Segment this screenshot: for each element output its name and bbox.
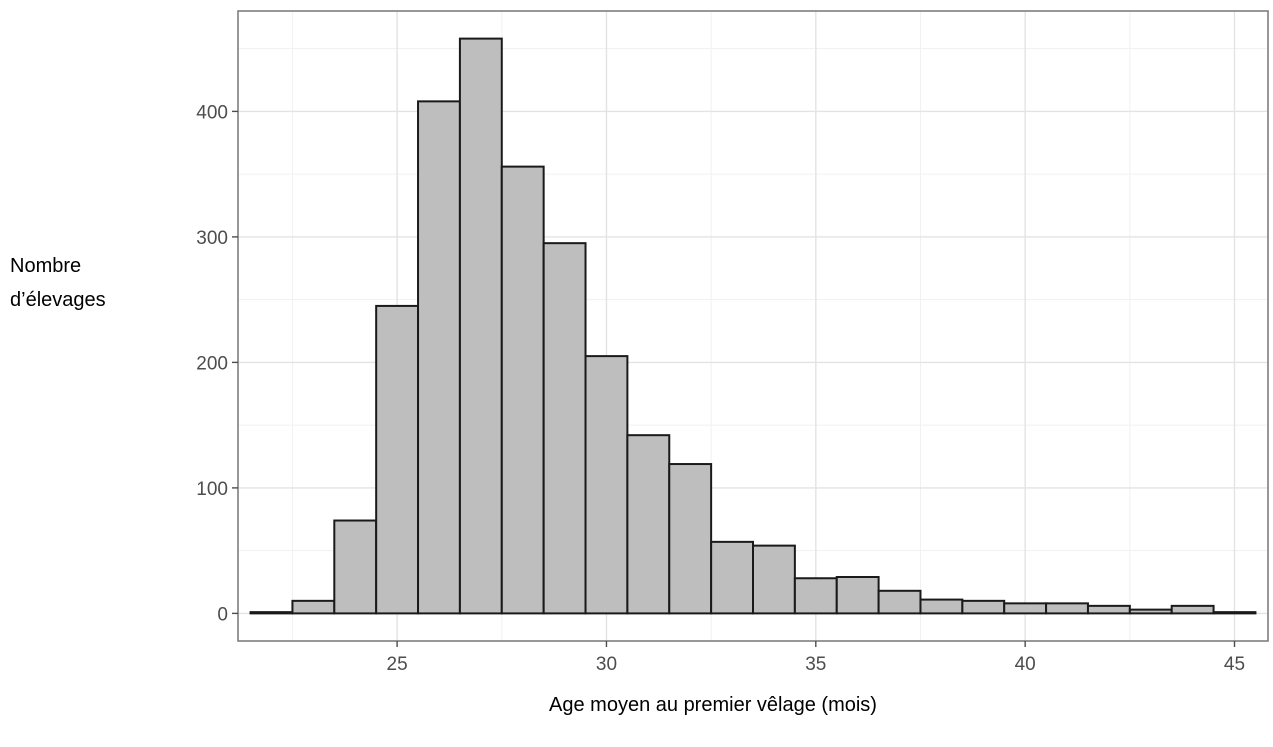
x-axis-title: Age moyen au premier vêlage (mois) (549, 694, 877, 716)
histogram-bar (1170, 604, 1215, 615)
histogram-bar (291, 599, 336, 615)
histogram-bar (919, 598, 964, 615)
histogram-bar (835, 575, 880, 615)
histogram-bar (1128, 608, 1173, 615)
histogram-bar (1212, 611, 1257, 615)
histogram-bars (249, 37, 1257, 615)
y-axis-title-line-1: Nombre (10, 255, 81, 277)
histogram-bar (500, 165, 545, 615)
y-tick-label: 0 (217, 604, 228, 625)
histogram-bar (752, 544, 796, 615)
y-tick-label: 200 (196, 353, 228, 374)
histogram-bar (1003, 602, 1048, 615)
histogram-bar (1086, 604, 1131, 615)
histogram-bar (793, 577, 838, 615)
y-axis-title: Nombre d’élevages (10, 255, 106, 311)
histogram-bar (249, 611, 294, 615)
y-axis-title-line-2: d’élevages (10, 289, 106, 311)
histogram-bar (417, 100, 461, 615)
x-tick-label: 35 (805, 654, 826, 675)
histogram-bar (668, 463, 713, 615)
y-tick-label: 400 (196, 102, 228, 123)
x-tick-label: 45 (1224, 654, 1245, 675)
axis-ticks: 25 30 35 40 45 0 100 200 300 400 (196, 102, 1245, 675)
x-tick-label: 40 (1015, 654, 1036, 675)
histogram-bar (584, 355, 629, 615)
y-tick-label: 100 (196, 479, 228, 500)
histogram-bar (626, 434, 671, 615)
x-tick-label: 30 (596, 654, 617, 675)
y-tick-label: 300 (196, 228, 228, 249)
histogram-bar (1045, 602, 1089, 615)
histogram-bar (542, 242, 587, 615)
histogram-bar (710, 540, 754, 615)
histogram-bar (458, 37, 503, 615)
histogram-bar (333, 519, 378, 615)
histogram-bar (961, 599, 1006, 615)
histogram-bar (877, 589, 922, 615)
histogram-bar (375, 304, 420, 615)
x-tick-label: 25 (387, 654, 408, 675)
plot-panel-border (237, 10, 1269, 642)
